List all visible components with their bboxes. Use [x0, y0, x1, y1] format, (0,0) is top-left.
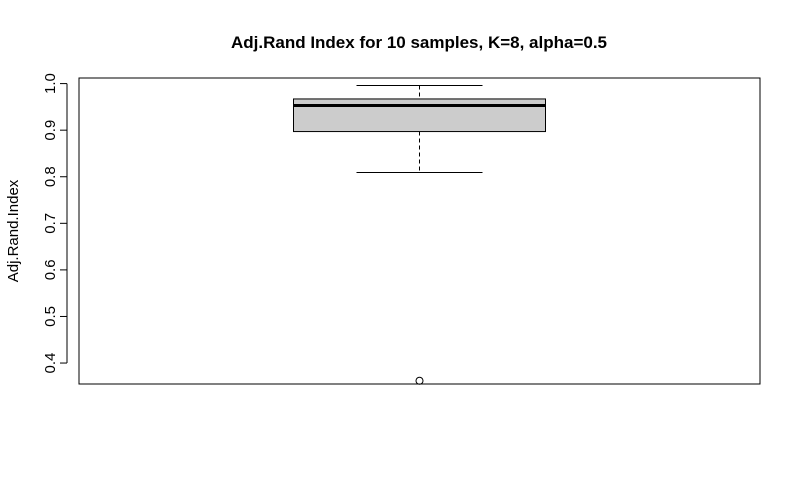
box-group — [293, 84, 546, 385]
interquartile-box — [293, 98, 546, 133]
y-tick-label: 0.9 — [42, 120, 59, 141]
y-axis: 0.4 0.5 0.6 0.7 0.8 0.9 1.0 — [42, 73, 68, 374]
y-tick-label: 0.6 — [42, 259, 59, 280]
y-tick-label: 0.7 — [42, 213, 59, 234]
y-tick-label: 0.4 — [42, 353, 59, 374]
y-tick-label: 0.5 — [42, 306, 59, 327]
y-tick-label: 1.0 — [42, 73, 59, 94]
outlier-point — [415, 376, 424, 385]
y-axis-label: Adj.Rand.Index — [5, 179, 22, 282]
chart-title: Adj.Rand Index for 10 samples, K=8, alph… — [231, 33, 607, 52]
y-tick-label: 0.8 — [42, 166, 59, 187]
